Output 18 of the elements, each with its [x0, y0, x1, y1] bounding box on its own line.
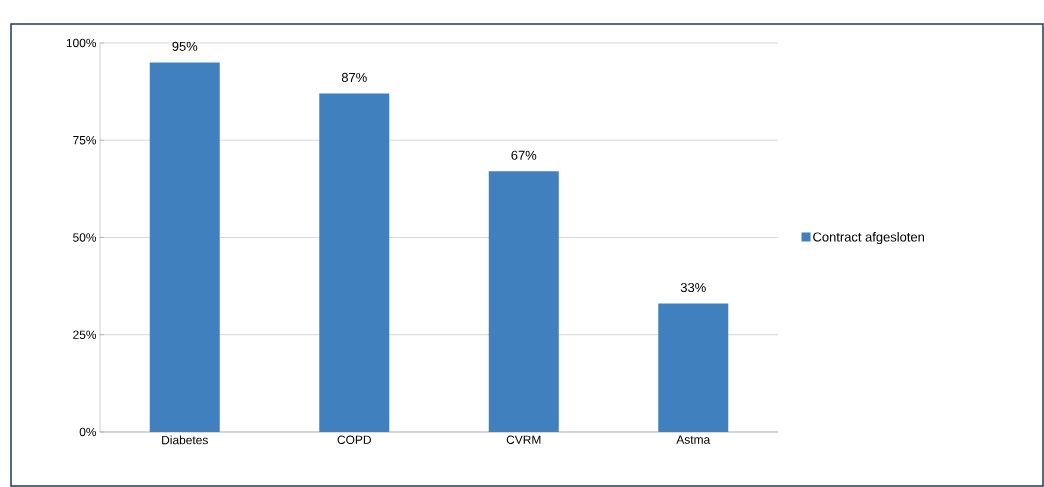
- bar: [319, 93, 390, 432]
- data-label: 67%: [511, 150, 537, 160]
- y-tick-label: 75%: [73, 136, 97, 145]
- data-label: 87%: [341, 72, 367, 83]
- y-tick-label: 100%: [66, 38, 97, 48]
- x-tick-label: Diabetes: [162, 435, 208, 445]
- bar: [149, 62, 220, 432]
- legend-label: Contract afgesloten: [813, 232, 924, 245]
- x-tick-label: COPD: [337, 435, 371, 444]
- x-tick-label: CVRM: [506, 435, 541, 444]
- y-tick-label: 50%: [73, 233, 97, 242]
- y-tick-label: 0%: [79, 427, 97, 437]
- x-tick-label: Astma: [676, 435, 711, 444]
- bar: [658, 303, 729, 432]
- data-label: 95%: [172, 41, 198, 51]
- y-tick-label: 25%: [73, 330, 97, 339]
- bar: [488, 171, 559, 432]
- data-label: 33%: [680, 282, 706, 293]
